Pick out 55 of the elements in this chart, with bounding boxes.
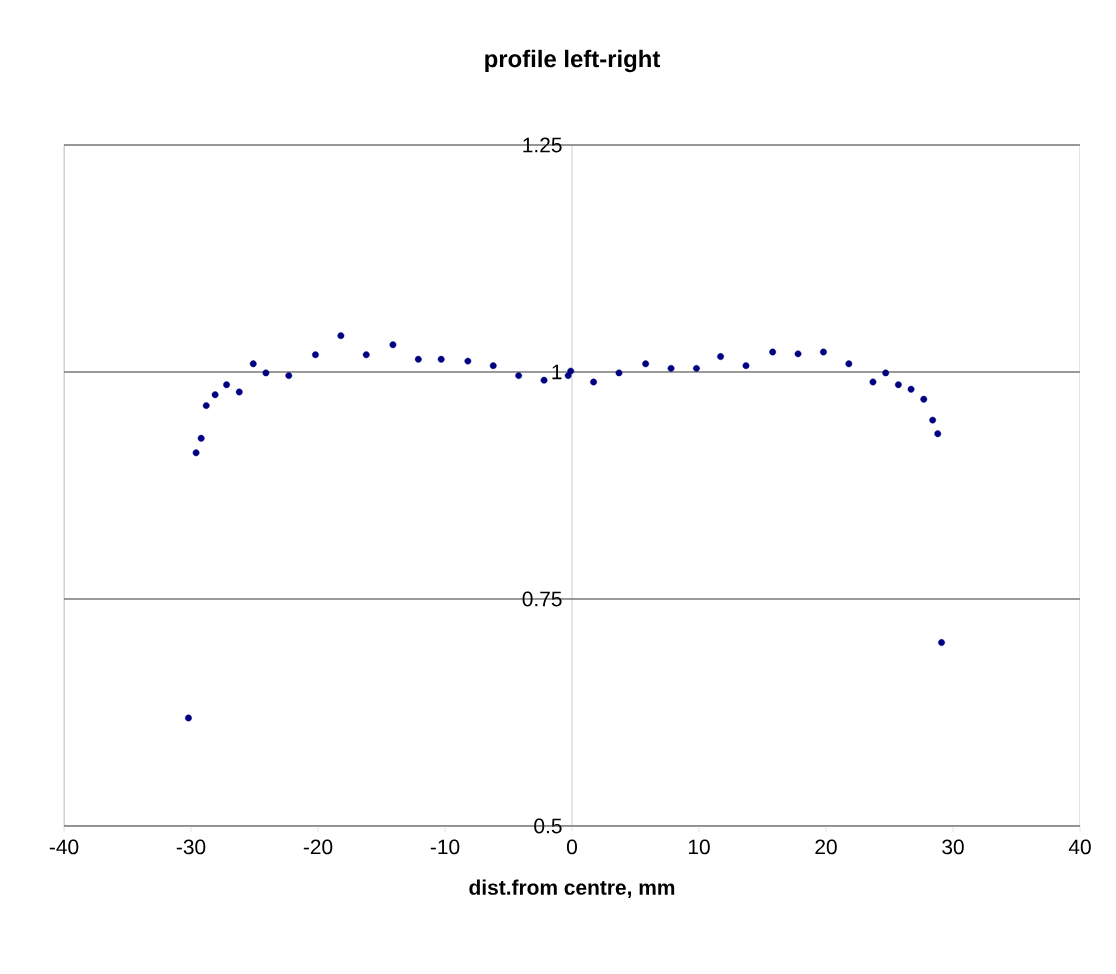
point <box>869 378 877 386</box>
point <box>882 369 890 377</box>
point <box>489 362 497 370</box>
point <box>197 434 205 442</box>
point <box>414 355 422 363</box>
point <box>540 376 548 384</box>
point <box>615 369 623 377</box>
point <box>642 360 650 368</box>
point <box>693 364 700 372</box>
point <box>894 381 902 389</box>
point <box>437 355 445 363</box>
x-tick-label: 0 <box>566 839 577 855</box>
x-tick-label: -30 <box>176 839 206 855</box>
point <box>794 350 802 358</box>
point <box>934 430 942 438</box>
point <box>202 402 210 409</box>
x-tick-label: -20 <box>303 839 333 855</box>
point <box>464 357 472 365</box>
point <box>938 639 945 646</box>
point <box>211 391 219 399</box>
point <box>515 372 523 380</box>
point <box>262 369 270 377</box>
y-tick-label: 0.5 <box>534 818 562 834</box>
point <box>907 385 915 393</box>
point <box>717 353 724 360</box>
y-tick-label: 1.25 <box>523 137 562 153</box>
x-tick-label: 40 <box>1068 839 1091 855</box>
point <box>920 395 928 403</box>
point <box>590 378 597 386</box>
point <box>192 449 200 457</box>
point <box>845 360 853 368</box>
point <box>223 381 230 389</box>
point <box>312 351 319 359</box>
point <box>249 360 257 368</box>
point <box>185 714 192 722</box>
point <box>742 362 750 370</box>
point <box>667 364 675 372</box>
point <box>820 348 827 356</box>
x-tick-label: -40 <box>49 839 79 855</box>
y-tick-label: 0.75 <box>522 591 562 607</box>
point <box>389 341 397 349</box>
x-tick-label: 20 <box>815 839 837 855</box>
point <box>769 348 777 356</box>
x-tick-label: -10 <box>430 839 460 855</box>
point <box>567 367 575 375</box>
x-tick-label: 30 <box>942 839 964 855</box>
y-tick-label: 1 <box>552 364 562 380</box>
x-tick-label: 10 <box>688 839 710 855</box>
point <box>929 416 937 424</box>
chart-title: profile left-right <box>485 49 661 73</box>
point <box>362 351 370 359</box>
point <box>285 372 293 380</box>
point <box>337 332 345 340</box>
point <box>235 388 243 396</box>
x-axis-title: dist.from centre, mm <box>469 879 675 898</box>
